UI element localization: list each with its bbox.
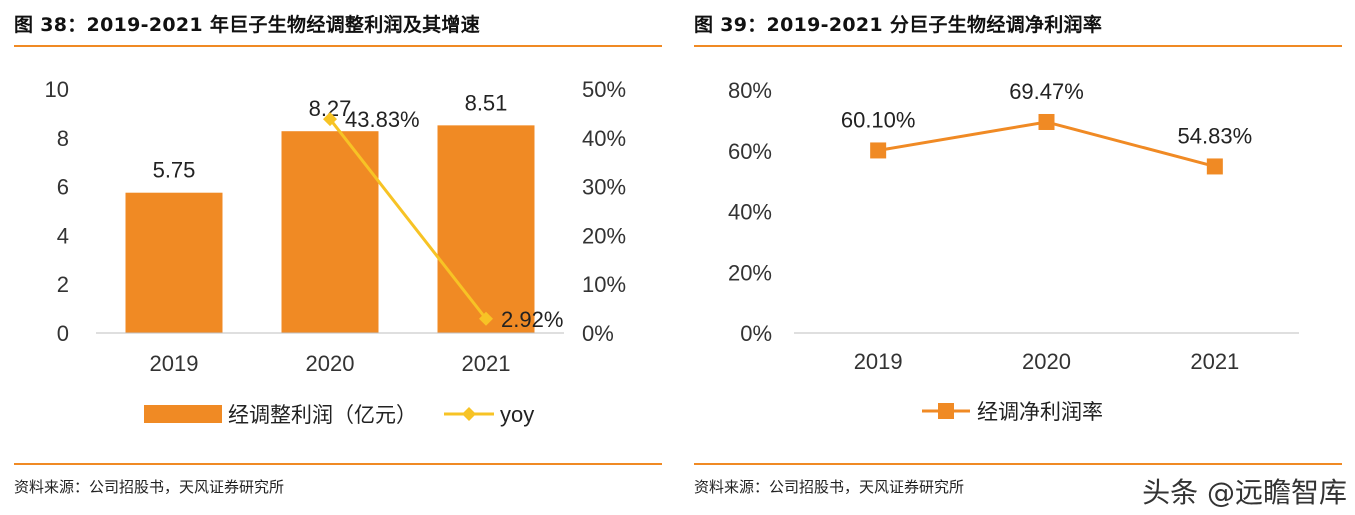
legend-bar-swatch xyxy=(144,405,222,423)
legend-label: 经调净利润率 xyxy=(977,401,1103,424)
yoy-line xyxy=(328,118,488,320)
y-tick-label: 80% xyxy=(728,78,772,103)
right-y-tick: 30% xyxy=(582,175,626,200)
left-y-tick: 6 xyxy=(57,175,69,200)
legend-line-marker xyxy=(462,407,476,421)
margin-marker xyxy=(1038,113,1055,130)
right-figure: 图 39：2019-2021 分巨子生物经调净利润率 0% 20% 40% 60% 80… xyxy=(694,0,1342,515)
legend-bar-label: 经调整利润（亿元） xyxy=(228,404,417,427)
right-title-rule xyxy=(694,45,1342,47)
y-tick-label: 40% xyxy=(728,200,772,225)
margin-marker xyxy=(870,142,887,159)
bar-2021 xyxy=(437,125,535,333)
right-source-rule xyxy=(694,463,1342,465)
left-figure-title: 图 38：2019-2021 年巨子生物经调整利润及其增速 xyxy=(14,14,481,36)
left-source-note: 资料来源：公司招股书，天风证券研究所 xyxy=(14,478,285,496)
right-chart: 0% 20% 40% 60% 80% 2019 2020 2021 60.10% 69.47% 54… xyxy=(728,78,1299,424)
left-y-tick: 0 xyxy=(57,321,69,346)
x-tick-label: 2021 xyxy=(462,351,511,376)
yoy-marker xyxy=(323,112,337,127)
right-figure-title: 图 39：2019-2021 分巨子生物经调净利润率 xyxy=(694,14,1103,36)
left-y-tick: 8 xyxy=(57,126,69,151)
margin-value-label: 54.83% xyxy=(1178,123,1253,148)
bar-value-label: 8.51 xyxy=(465,90,508,115)
margin-value-label: 69.47% xyxy=(1009,79,1084,104)
y-tick-label: 60% xyxy=(728,139,772,164)
legend-line-label: yoy xyxy=(500,402,534,427)
left-title-rule xyxy=(14,45,662,47)
right-y-tick: 0% xyxy=(582,321,614,346)
left-y-tick: 4 xyxy=(57,223,69,248)
left-y-tick: 2 xyxy=(57,272,69,297)
yoy-value-label: 43.83% xyxy=(345,107,420,132)
bar-2019 xyxy=(125,192,223,333)
x-tick-label: 2021 xyxy=(1190,349,1239,374)
left-figure: 图 38：2019-2021 年巨子生物经调整利润及其增速 0 2 4 6 8 10 0% 1… xyxy=(14,0,662,515)
margin-marker xyxy=(1206,158,1223,175)
right-y-tick: 10% xyxy=(582,272,626,297)
legend-marker xyxy=(938,403,954,419)
left-y-tick: 10 xyxy=(45,77,69,102)
margin-value-label: 60.10% xyxy=(841,107,916,132)
left-source-rule xyxy=(14,463,662,465)
y-tick-label: 20% xyxy=(728,260,772,285)
yoy-marker xyxy=(479,311,493,326)
x-tick-label: 2020 xyxy=(306,351,355,376)
right-y-tick: 40% xyxy=(582,126,626,151)
bar-value-label: 5.75 xyxy=(153,158,196,183)
x-tick-label: 2019 xyxy=(150,351,199,376)
yoy-value-label: 2.92% xyxy=(501,307,563,332)
right-y-tick: 50% xyxy=(582,77,626,102)
x-tick-label: 2020 xyxy=(1022,349,1071,374)
right-y-tick: 20% xyxy=(582,223,626,248)
y-tick-label: 0% xyxy=(740,321,772,346)
right-source-note: 资料来源：公司招股书，天风证券研究所 xyxy=(694,478,965,496)
bar-2020 xyxy=(281,131,379,333)
x-tick-label: 2019 xyxy=(854,349,903,374)
watermark-text: 头条 @远瞻智库 xyxy=(1142,476,1347,509)
